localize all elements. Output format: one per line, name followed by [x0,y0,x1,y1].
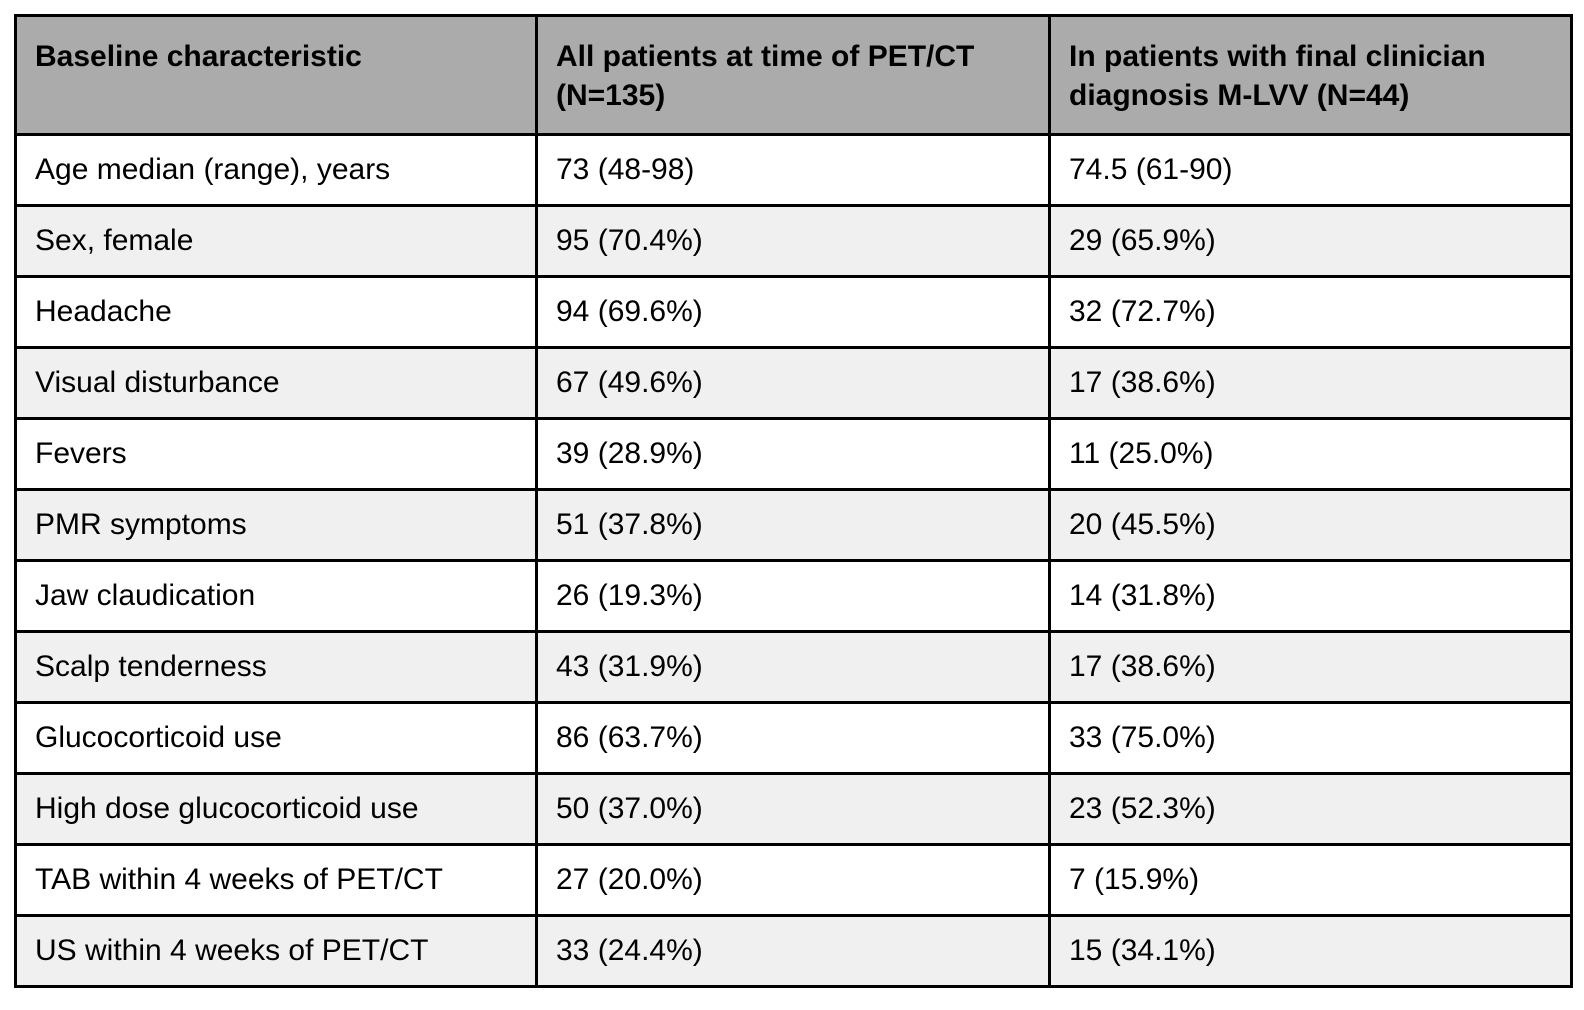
cell-all-patients: 94 (69.6%) [535,275,1051,349]
table-row: Visual disturbance 67 (49.6%) 17 (38.6%) [14,346,1573,420]
cell-all-patients: 95 (70.4%) [535,204,1051,278]
row-label: PMR symptoms [14,488,538,562]
column-header-baseline-characteristic: Baseline characteristic [14,14,538,136]
cell-mlvv-patients: 17 (38.6%) [1048,630,1573,704]
cell-mlvv-patients: 14 (31.8%) [1048,559,1573,633]
cell-all-patients: 27 (20.0%) [535,843,1051,917]
cell-all-patients: 33 (24.4%) [535,914,1051,988]
cell-mlvv-patients: 29 (65.9%) [1048,204,1573,278]
table-row: PMR symptoms 51 (37.8%) 20 (45.5%) [14,488,1573,562]
table-row: Sex, female 95 (70.4%) 29 (65.9%) [14,204,1573,278]
row-label: US within 4 weeks of PET/CT [14,914,538,988]
row-label: Headache [14,275,538,349]
table-row: US within 4 weeks of PET/CT 33 (24.4%) 1… [14,914,1573,988]
cell-all-patients: 39 (28.9%) [535,417,1051,491]
cell-mlvv-patients: 20 (45.5%) [1048,488,1573,562]
cell-all-patients: 26 (19.3%) [535,559,1051,633]
row-label: Glucocorticoid use [14,701,538,775]
row-label: TAB within 4 weeks of PET/CT [14,843,538,917]
table-row: Jaw claudication 26 (19.3%) 14 (31.8%) [14,559,1573,633]
header-row: Baseline characteristic All patients at … [14,14,1573,136]
row-label: Visual disturbance [14,346,538,420]
cell-mlvv-patients: 17 (38.6%) [1048,346,1573,420]
cell-mlvv-patients: 23 (52.3%) [1048,772,1573,846]
cell-all-patients: 67 (49.6%) [535,346,1051,420]
baseline-characteristics-table: Baseline characteristic All patients at … [14,14,1573,988]
table-row: Headache 94 (69.6%) 32 (72.7%) [14,275,1573,349]
cell-all-patients: 51 (37.8%) [535,488,1051,562]
cell-all-patients: 43 (31.9%) [535,630,1051,704]
table-header: Baseline characteristic All patients at … [14,14,1573,136]
row-label: Scalp tenderness [14,630,538,704]
table-body: Age median (range), years 73 (48-98) 74.… [14,133,1573,988]
table-row: Scalp tenderness 43 (31.9%) 17 (38.6%) [14,630,1573,704]
cell-mlvv-patients: 15 (34.1%) [1048,914,1573,988]
cell-all-patients: 50 (37.0%) [535,772,1051,846]
table-row: Fevers 39 (28.9%) 11 (25.0%) [14,417,1573,491]
row-label: Jaw claudication [14,559,538,633]
cell-mlvv-patients: 32 (72.7%) [1048,275,1573,349]
row-label: Sex, female [14,204,538,278]
row-label: High dose glucocorticoid use [14,772,538,846]
row-label: Age median (range), years [14,133,538,207]
column-header-all-patients: All patients at time of PET/CT (N=135) [535,14,1051,136]
cell-mlvv-patients: 11 (25.0%) [1048,417,1573,491]
cell-mlvv-patients: 33 (75.0%) [1048,701,1573,775]
cell-all-patients: 86 (63.7%) [535,701,1051,775]
cell-mlvv-patients: 7 (15.9%) [1048,843,1573,917]
column-header-mlvv-patients: In patients with final clinician diagnos… [1048,14,1573,136]
table-row: High dose glucocorticoid use 50 (37.0%) … [14,772,1573,846]
table-row: TAB within 4 weeks of PET/CT 27 (20.0%) … [14,843,1573,917]
cell-all-patients: 73 (48-98) [535,133,1051,207]
cell-mlvv-patients: 74.5 (61-90) [1048,133,1573,207]
table-row: Glucocorticoid use 86 (63.7%) 33 (75.0%) [14,701,1573,775]
table-row: Age median (range), years 73 (48-98) 74.… [14,133,1573,207]
row-label: Fevers [14,417,538,491]
